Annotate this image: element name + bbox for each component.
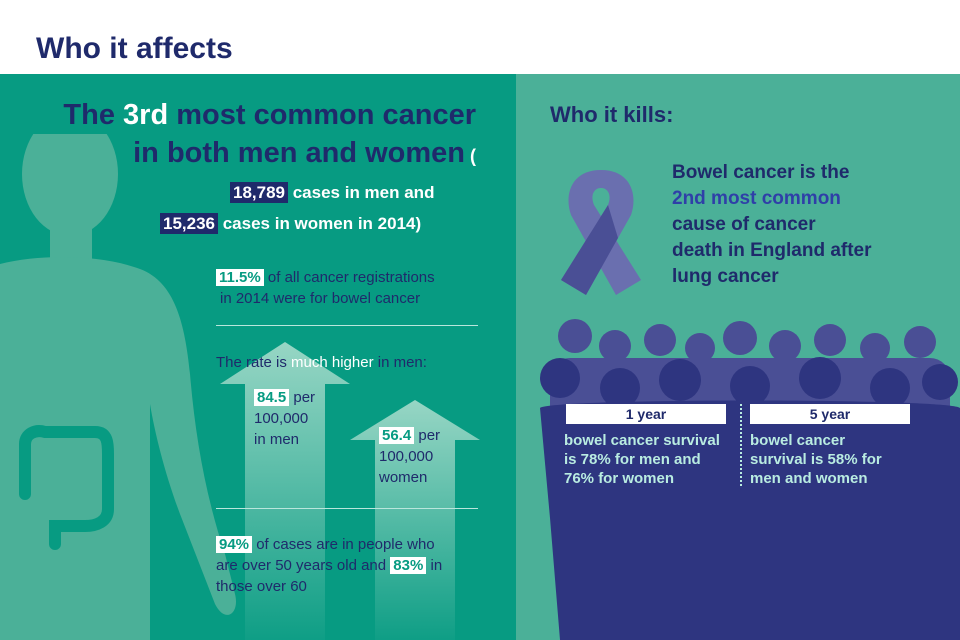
cases-close: ) <box>415 214 422 233</box>
cases-men-value: 18,789 <box>230 182 288 203</box>
registration-stat: 11.5% of all cancer registrations in 201… <box>216 267 435 309</box>
headline-pre: The <box>63 99 124 131</box>
year1-line1: bowel cancer survival <box>564 432 720 449</box>
death-line5: lung cancer <box>672 266 779 287</box>
men-rate: 84.5 per 100,000 in men <box>254 387 315 450</box>
cases-text: 18,789 cases in men and 15,236 cases in … <box>160 177 490 239</box>
age-text3: in <box>426 557 443 574</box>
men-per: per <box>289 389 316 406</box>
year5-label: 5 year <box>750 404 910 424</box>
year1-text: bowel cancer survival is 78% for men and… <box>564 431 720 488</box>
human-body-icon <box>0 134 236 640</box>
headline-rank: 3rd <box>123 99 169 131</box>
men-line3: in men <box>254 431 300 448</box>
up-arrow-icon <box>220 342 480 640</box>
cases-women-value: 15,236 <box>160 213 218 234</box>
death-line4: death in England after <box>672 240 872 261</box>
right-panel: Who it kills: Bowel cancer is the 2nd mo… <box>520 74 960 640</box>
registration-text1: of all cancer registrations <box>263 269 435 286</box>
death-line3: cause of cancer <box>672 214 816 235</box>
women-line2: 100,000 <box>379 448 434 465</box>
women-line3: women <box>379 469 428 486</box>
rate-stat: The rate is much higher in men: <box>216 352 427 373</box>
age-text1: of cases are in people who <box>252 536 435 553</box>
age-text4: those over 60 <box>216 578 307 595</box>
women-value: 56.4 <box>379 427 415 444</box>
divider-rule-1 <box>216 325 478 326</box>
cases-men-text: cases in men and <box>288 183 435 202</box>
kills-title: Who it kills: <box>550 102 674 127</box>
age-stat: 94% of cases are in people who are over … <box>216 534 442 597</box>
women-per: per <box>414 427 441 444</box>
headline-mid: most common cancer in both men and women <box>133 99 476 169</box>
page-title: Who it affects <box>36 32 233 65</box>
rate-highlight: much higher <box>291 354 374 371</box>
crowd-silhouette-icon <box>540 319 960 640</box>
women-rate: 56.4 per 100,000 women <box>379 425 440 488</box>
headline: The 3rd most common cancer in both men a… <box>56 96 476 175</box>
year5-line2: survival is 58% for <box>750 451 882 468</box>
men-value: 84.5 <box>254 389 290 406</box>
left-panel: The 3rd most common cancer in both men a… <box>0 74 520 640</box>
registration-text2: in 2014 were for bowel cancer <box>220 290 421 307</box>
death-stat: Bowel cancer is the 2nd most common caus… <box>672 160 872 290</box>
year5-line1: bowel cancer <box>750 432 846 449</box>
year1-line2: is 78% for men and <box>564 451 701 468</box>
death-line1: Bowel cancer is the <box>672 162 850 183</box>
survival-divider <box>740 404 742 486</box>
rate-post: in men: <box>373 354 427 371</box>
age-text2: are over 50 years old and <box>216 557 391 574</box>
panel-gap <box>516 74 522 640</box>
year5-text: bowel cancer survival is 58% for men and… <box>750 431 882 488</box>
cases-women-text: cases in women in 2014 <box>218 214 416 233</box>
age-value1: 94% <box>216 536 253 553</box>
header: Who it affects <box>0 0 960 74</box>
cases-open: ( <box>465 146 476 166</box>
men-line2: 100,000 <box>254 410 309 427</box>
divider-rule-2 <box>216 508 478 509</box>
year1-label: 1 year <box>566 404 726 424</box>
intestine-icon <box>19 425 114 550</box>
age-value2: 83% <box>390 557 427 574</box>
registration-value: 11.5% <box>216 269 264 286</box>
death-line2: 2nd most common <box>672 188 841 209</box>
awareness-ribbon-icon <box>561 170 641 295</box>
year1-line3: 76% for women <box>564 470 675 487</box>
year5-line3: men and women <box>750 470 868 487</box>
rate-pre: The rate is <box>216 354 292 371</box>
